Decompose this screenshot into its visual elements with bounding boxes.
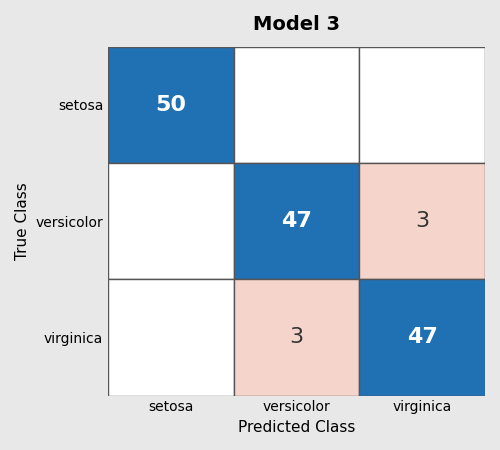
Bar bbox=[108, 47, 234, 163]
Bar bbox=[234, 279, 360, 396]
Bar bbox=[234, 47, 360, 163]
Text: 47: 47 bbox=[281, 211, 312, 231]
Bar bbox=[108, 279, 234, 396]
Bar bbox=[108, 163, 234, 279]
Text: 47: 47 bbox=[407, 328, 438, 347]
X-axis label: Predicted Class: Predicted Class bbox=[238, 420, 356, 435]
Bar bbox=[234, 163, 360, 279]
Y-axis label: True Class: True Class bbox=[15, 182, 30, 260]
Bar bbox=[360, 163, 485, 279]
Bar bbox=[360, 47, 485, 163]
Text: 50: 50 bbox=[156, 95, 186, 115]
Title: Model 3: Model 3 bbox=[253, 15, 340, 34]
Text: 3: 3 bbox=[415, 211, 430, 231]
Bar bbox=[360, 279, 485, 396]
Text: 3: 3 bbox=[290, 328, 304, 347]
